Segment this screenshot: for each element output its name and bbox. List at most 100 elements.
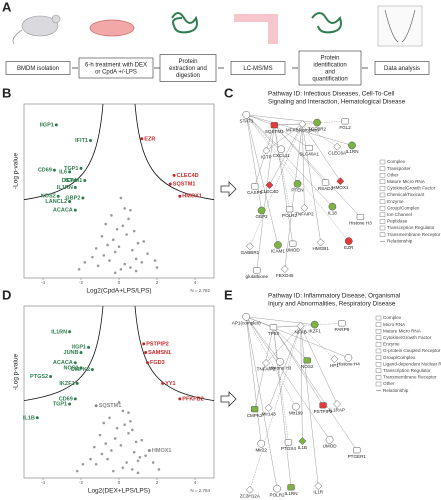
point (146, 361, 149, 365)
node-label: Histone H4 (337, 362, 360, 367)
edge (273, 327, 292, 488)
threshold-curve (23, 305, 104, 401)
edge (246, 114, 279, 246)
node (300, 203, 309, 212)
legend-label: Cytokine/Growth Factor (383, 335, 432, 340)
node (333, 142, 342, 151)
node-label: PTGS4 (281, 446, 297, 451)
node (336, 177, 345, 186)
point (123, 262, 126, 266)
edge (265, 325, 301, 364)
point (93, 445, 96, 449)
point-label: IL1RN (51, 329, 67, 335)
legend-swatch (375, 355, 382, 360)
node (305, 144, 313, 152)
point (106, 243, 109, 247)
node-label: Mir199 (289, 410, 303, 415)
x-tick-label: 4 (194, 280, 197, 285)
x-tick-label: -4 (41, 280, 45, 285)
node-label: EZR (344, 245, 354, 250)
point (113, 437, 117, 440)
node (269, 324, 278, 331)
point (79, 350, 83, 354)
y-axis-label: -Log p-value (13, 153, 20, 190)
node-label: GBP2 (255, 214, 268, 219)
edge (302, 123, 321, 243)
legend-label: Enzyme (387, 199, 404, 204)
node-label: IL1R (313, 490, 323, 495)
point (91, 255, 94, 259)
legend-swatch (375, 381, 382, 387)
point (104, 222, 107, 226)
node-label: UMOD (323, 444, 338, 449)
node (276, 357, 284, 366)
step-box (159, 54, 217, 82)
edge (246, 114, 318, 123)
node-label: IKZF1 (308, 328, 321, 333)
x-tick-label: 0 (118, 480, 121, 485)
node (333, 400, 341, 408)
point-label: NOS2 (41, 194, 56, 200)
legend-swatch (375, 368, 382, 373)
point (49, 375, 53, 379)
point (121, 224, 125, 228)
node (344, 237, 353, 245)
point (110, 449, 113, 452)
edge (269, 123, 303, 186)
node-label: FGL2 (339, 125, 351, 130)
point (68, 170, 72, 174)
node-label: FBXO45 (276, 273, 294, 278)
node-label: TNFAIP2 (295, 212, 314, 217)
point-label: HMOX1 (152, 448, 172, 454)
edge (274, 121, 346, 126)
edge (274, 125, 310, 149)
node-label: IL1RAP (329, 408, 345, 413)
node-label: NFKB (295, 330, 307, 335)
point (146, 252, 149, 255)
point-label: TGP1 (64, 166, 78, 172)
point-label: IIGP1 (72, 345, 86, 351)
point-label: IFIT1 (75, 138, 88, 144)
mini-volcano (377, 5, 423, 47)
node (245, 485, 254, 494)
node (287, 484, 295, 491)
point-label: HMOX1 (182, 194, 202, 200)
point (123, 423, 126, 426)
point (79, 366, 83, 370)
node-label: SQSTM1 (265, 129, 284, 134)
network: AP1(complex)TP53 NFKB IKZF1 PARP9TNFAIP2His… (232, 312, 366, 499)
edge (246, 114, 333, 207)
point (68, 330, 72, 334)
legend-label: Ligand-dependent Nuclear Receptor (383, 361, 441, 366)
point (87, 345, 91, 349)
node (253, 267, 261, 274)
node (293, 179, 302, 188)
step-box (230, 61, 286, 75)
point (54, 123, 58, 127)
edge (246, 316, 349, 358)
point (127, 217, 130, 221)
threshold-curve (23, 103, 104, 201)
step-label: Data analysis (384, 66, 420, 72)
x-tick-label: -2 (79, 280, 83, 285)
point (81, 196, 85, 200)
node (284, 439, 293, 446)
point (151, 461, 155, 464)
x-tick-label: 4 (194, 480, 197, 485)
point-label: TGP1 (53, 401, 67, 407)
node (291, 402, 300, 411)
network-title: Pathway ID: Inflammatory Disease, Organi… (268, 293, 400, 300)
x-tick-label: 2 (156, 480, 159, 485)
legend-label: Complex (383, 315, 402, 320)
point (119, 444, 123, 447)
step-label: 6-h treatment with DEX or CpdA +/-LPS (85, 62, 147, 75)
point (94, 462, 98, 466)
protein-icon (171, 12, 198, 34)
node-label: CLEC4D (260, 189, 279, 194)
x-tick-label: -4 (41, 480, 45, 485)
point (83, 261, 87, 264)
x-tick-label: 0 (118, 280, 121, 285)
point-label: LANCL2 (45, 199, 67, 205)
point (121, 466, 125, 469)
point-label: CD69 (59, 396, 73, 402)
